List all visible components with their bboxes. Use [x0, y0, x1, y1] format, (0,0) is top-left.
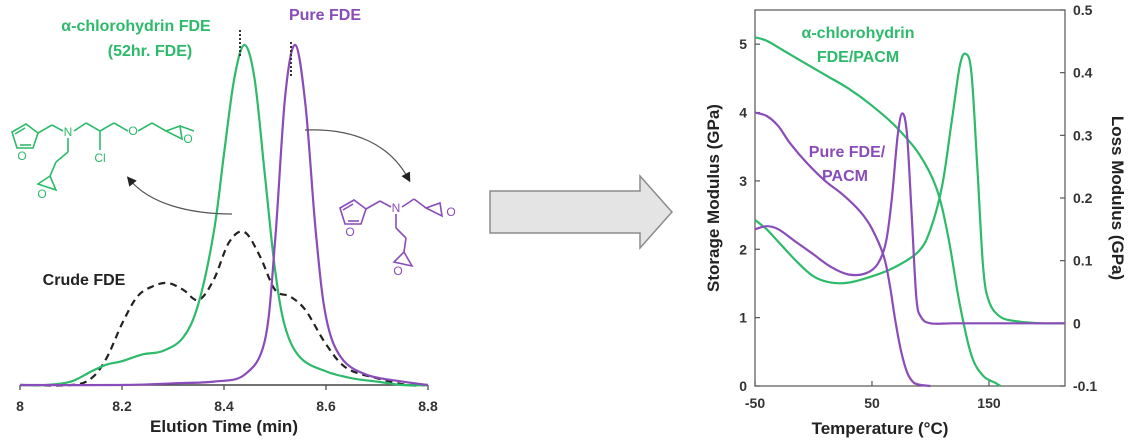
dma-x-ticks: -50 50 150 — [745, 381, 1001, 411]
gpc-tick-label: 8.8 — [418, 398, 438, 414]
block-arrow-icon — [489, 174, 674, 250]
dma-left-tick-label: 4 — [739, 105, 747, 121]
o-atom-green-ring: O — [17, 149, 26, 163]
o-atom-purple-epox1: O — [446, 205, 455, 219]
gpc-tick-label: 8.4 — [214, 398, 234, 414]
dma-right-tick-label: 0.3 — [1073, 127, 1093, 143]
n-atom-purple: N — [392, 201, 401, 215]
dma-x-tick-label: -50 — [745, 395, 765, 411]
dma-left-tick-label: 3 — [739, 173, 747, 189]
dma-green-label-line2: FDE/PACM — [817, 49, 899, 66]
gpc-green-label-line2: (52hr. FDE) — [108, 43, 192, 60]
gpc-chart: 8 8.2 8.4 8.6 8.8 Elution Time (min) α-chlor… — [11, 7, 456, 436]
o-atom-purple-epox2: O — [393, 264, 402, 278]
dma-left-tick-label: 2 — [739, 241, 747, 257]
dma-right-tick-label: -0.1 — [1073, 378, 1097, 394]
gpc-series-group — [19, 43, 429, 387]
gpc-x-axis-label: Elution Time (min) — [150, 417, 298, 436]
dma-left-tick-label: 1 — [739, 310, 747, 326]
dma-right-y-axis-label: Loss Modulus (GPa) — [1108, 116, 1127, 280]
dma-right-tick-label: 0.5 — [1073, 2, 1093, 18]
dma-series-group — [754, 36, 1066, 388]
dma-series-line — [754, 36, 1002, 387]
gpc-tick-label: 8.6 — [316, 398, 336, 414]
gpc-series-line — [19, 43, 429, 387]
o-atom-green-epox1: O — [183, 132, 192, 146]
o-atom-green-ether: O — [128, 124, 137, 138]
gpc-series-line — [19, 43, 429, 387]
o-atom-green-epox2: O — [37, 187, 46, 201]
gpc-tick-label: 8.2 — [112, 398, 132, 414]
dma-purple-label-line1: Pure FDE/ — [809, 144, 886, 161]
n-atom-green: N — [64, 125, 73, 139]
dma-left-y-ticks: 0 1 2 3 4 5 — [739, 36, 760, 394]
dma-purple-label-line2: PACM — [822, 168, 868, 185]
dma-right-tick-label: 0.4 — [1073, 65, 1093, 81]
dma-left-tick-label: 0 — [739, 378, 747, 394]
o-atom-purple-ring: O — [345, 225, 354, 239]
dma-right-tick-label: 0.1 — [1073, 253, 1093, 269]
dma-green-label-line1: α-chlorohydrin — [802, 25, 915, 42]
dma-right-tick-label: 0 — [1073, 315, 1081, 331]
dma-right-y-ticks: -0.1 0 0.1 0.2 0.3 0.4 0.5 — [1060, 2, 1097, 394]
gpc-x-ticks: 8 8.2 8.4 8.6 8.8 — [16, 385, 438, 414]
dma-chart: 0 1 2 3 4 5 -0.1 0 0.1 0.2 0.3 0.4 0.5 -50 50 150 Tem… — [704, 2, 1127, 438]
arrow-to-chlorohydrin — [126, 176, 233, 215]
arrow-to-pure-fde — [304, 129, 411, 183]
dma-right-tick-label: 0.2 — [1073, 190, 1093, 206]
dma-series-line — [754, 111, 931, 388]
gpc-green-label-line1: α-chlorohydrin FDE — [61, 18, 211, 35]
cl-atom-label: Cl — [94, 151, 105, 165]
gpc-crude-label: Crude FDE — [43, 272, 126, 289]
dma-x-tick-label: 50 — [864, 395, 880, 411]
dma-left-y-axis-label: Storage Modulus (GPa) — [704, 104, 723, 292]
dma-x-tick-label: 150 — [977, 395, 1001, 411]
dma-x-axis-label: Temperature (°C) — [812, 419, 949, 438]
dma-left-tick-label: 5 — [739, 36, 747, 52]
gpc-tick-label: 8 — [16, 398, 24, 414]
dma-series-line — [754, 52, 1066, 325]
dma-series-line — [754, 112, 1065, 325]
chlorohydrin-molecule-icon — [11, 122, 195, 192]
gpc-series-line — [19, 230, 429, 387]
gpc-purple-label: Pure FDE — [289, 7, 361, 24]
pure-fde-molecule-icon — [339, 198, 444, 268]
